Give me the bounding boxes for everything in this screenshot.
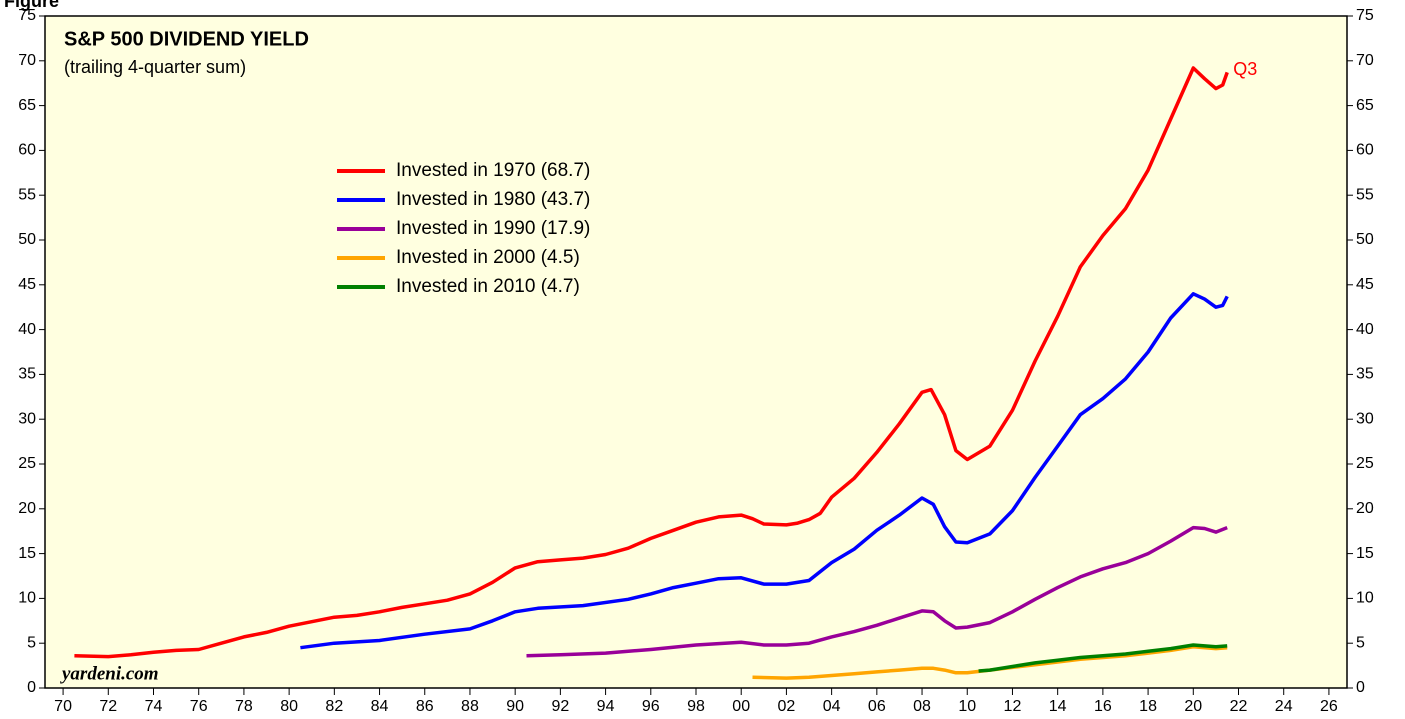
- y2-tick-label: 35: [1356, 366, 1374, 383]
- x-tick-label: 24: [1275, 698, 1293, 715]
- x-tick-label: 02: [778, 698, 796, 715]
- series-line: [752, 645, 1228, 680]
- y2-tick-label: 20: [1356, 500, 1374, 517]
- x-tick-label: 12: [1004, 698, 1022, 715]
- x-tick-label: 04: [823, 698, 841, 715]
- y2-tick-label: 50: [1356, 231, 1374, 248]
- y-tick-label: 10: [18, 590, 36, 607]
- y2-tick-label: 70: [1356, 52, 1374, 69]
- figure-label: Figure: [4, 0, 59, 11]
- y2-tick-label: 0: [1356, 679, 1365, 696]
- x-tick-label: 82: [325, 698, 343, 715]
- x-tick-label: 94: [597, 698, 615, 715]
- y-tick-label: 65: [18, 97, 36, 114]
- x-tick-label: 70: [54, 698, 72, 715]
- y-tick-label: 70: [18, 52, 36, 69]
- y-tick-label: 35: [18, 366, 36, 383]
- x-tick-label: 16: [1094, 698, 1112, 715]
- x-tick-label: 84: [371, 698, 389, 715]
- series-line: [978, 643, 1228, 673]
- x-tick-label: 06: [868, 698, 886, 715]
- annotation: Q3: [1233, 59, 1257, 79]
- y2-tick-label: 55: [1356, 186, 1374, 203]
- chart-subtitle: (trailing 4-quarter sum): [64, 57, 246, 77]
- x-tick-label: 78: [235, 698, 253, 715]
- x-tick-label: 90: [506, 698, 524, 715]
- series-line: [74, 66, 1229, 659]
- y2-tick-label: 15: [1356, 545, 1374, 562]
- legend-label: Invested in 2000 (4.5): [396, 247, 580, 268]
- y-tick-label: 45: [18, 276, 36, 293]
- y-tick-label: 40: [18, 321, 36, 338]
- y-tick-label: 15: [18, 545, 36, 562]
- x-tick-label: 22: [1230, 698, 1248, 715]
- y2-tick-label: 65: [1356, 97, 1374, 114]
- y2-tick-label: 10: [1356, 590, 1374, 607]
- y-tick-label: 75: [18, 7, 36, 24]
- x-tick-label: 86: [416, 698, 434, 715]
- x-tick-label: 88: [461, 698, 479, 715]
- x-tick-label: 26: [1320, 698, 1338, 715]
- y-tick-label: 20: [18, 500, 36, 517]
- chart-title: S&P 500 DIVIDEND YIELD: [64, 28, 309, 50]
- x-tick-label: 98: [687, 698, 705, 715]
- y2-tick-label: 75: [1356, 7, 1374, 24]
- legend-label: Invested in 1990 (17.9): [396, 218, 590, 239]
- x-tick-label: 00: [732, 698, 750, 715]
- x-tick-label: 14: [1049, 698, 1067, 715]
- y2-tick-label: 40: [1356, 321, 1374, 338]
- x-tick-label: 18: [1139, 698, 1157, 715]
- y2-tick-label: 45: [1356, 276, 1374, 293]
- x-tick-label: 20: [1184, 698, 1202, 715]
- y2-tick-label: 5: [1356, 634, 1365, 651]
- x-tick-label: 72: [99, 698, 117, 715]
- plot-area: [44, 15, 1348, 689]
- series-line: [526, 525, 1228, 658]
- y-tick-label: 50: [18, 231, 36, 248]
- y-tick-label: 25: [18, 455, 36, 472]
- legend-label: Invested in 1970 (68.7): [396, 160, 590, 181]
- y-tick-label: 30: [18, 410, 36, 427]
- source: yardeni.com: [60, 663, 159, 684]
- x-tick-label: 92: [551, 698, 569, 715]
- x-tick-label: 80: [280, 698, 298, 715]
- x-tick-label: 76: [190, 698, 208, 715]
- y2-tick-label: 30: [1356, 410, 1374, 427]
- y2-tick-label: 60: [1356, 142, 1374, 159]
- y-tick-label: 5: [27, 634, 36, 651]
- y-tick-label: 55: [18, 186, 36, 203]
- x-tick-label: 08: [913, 698, 931, 715]
- y-tick-label: 60: [18, 142, 36, 159]
- x-tick-label: 10: [958, 698, 976, 715]
- legend-label: Invested in 2010 (4.7): [396, 276, 580, 297]
- series-line: [300, 292, 1229, 650]
- legend-label: Invested in 1980 (43.7): [396, 189, 590, 210]
- y2-tick-label: 25: [1356, 455, 1374, 472]
- y-tick-label: 0: [27, 679, 36, 696]
- x-tick-label: 74: [145, 698, 163, 715]
- x-tick-label: 96: [642, 698, 660, 715]
